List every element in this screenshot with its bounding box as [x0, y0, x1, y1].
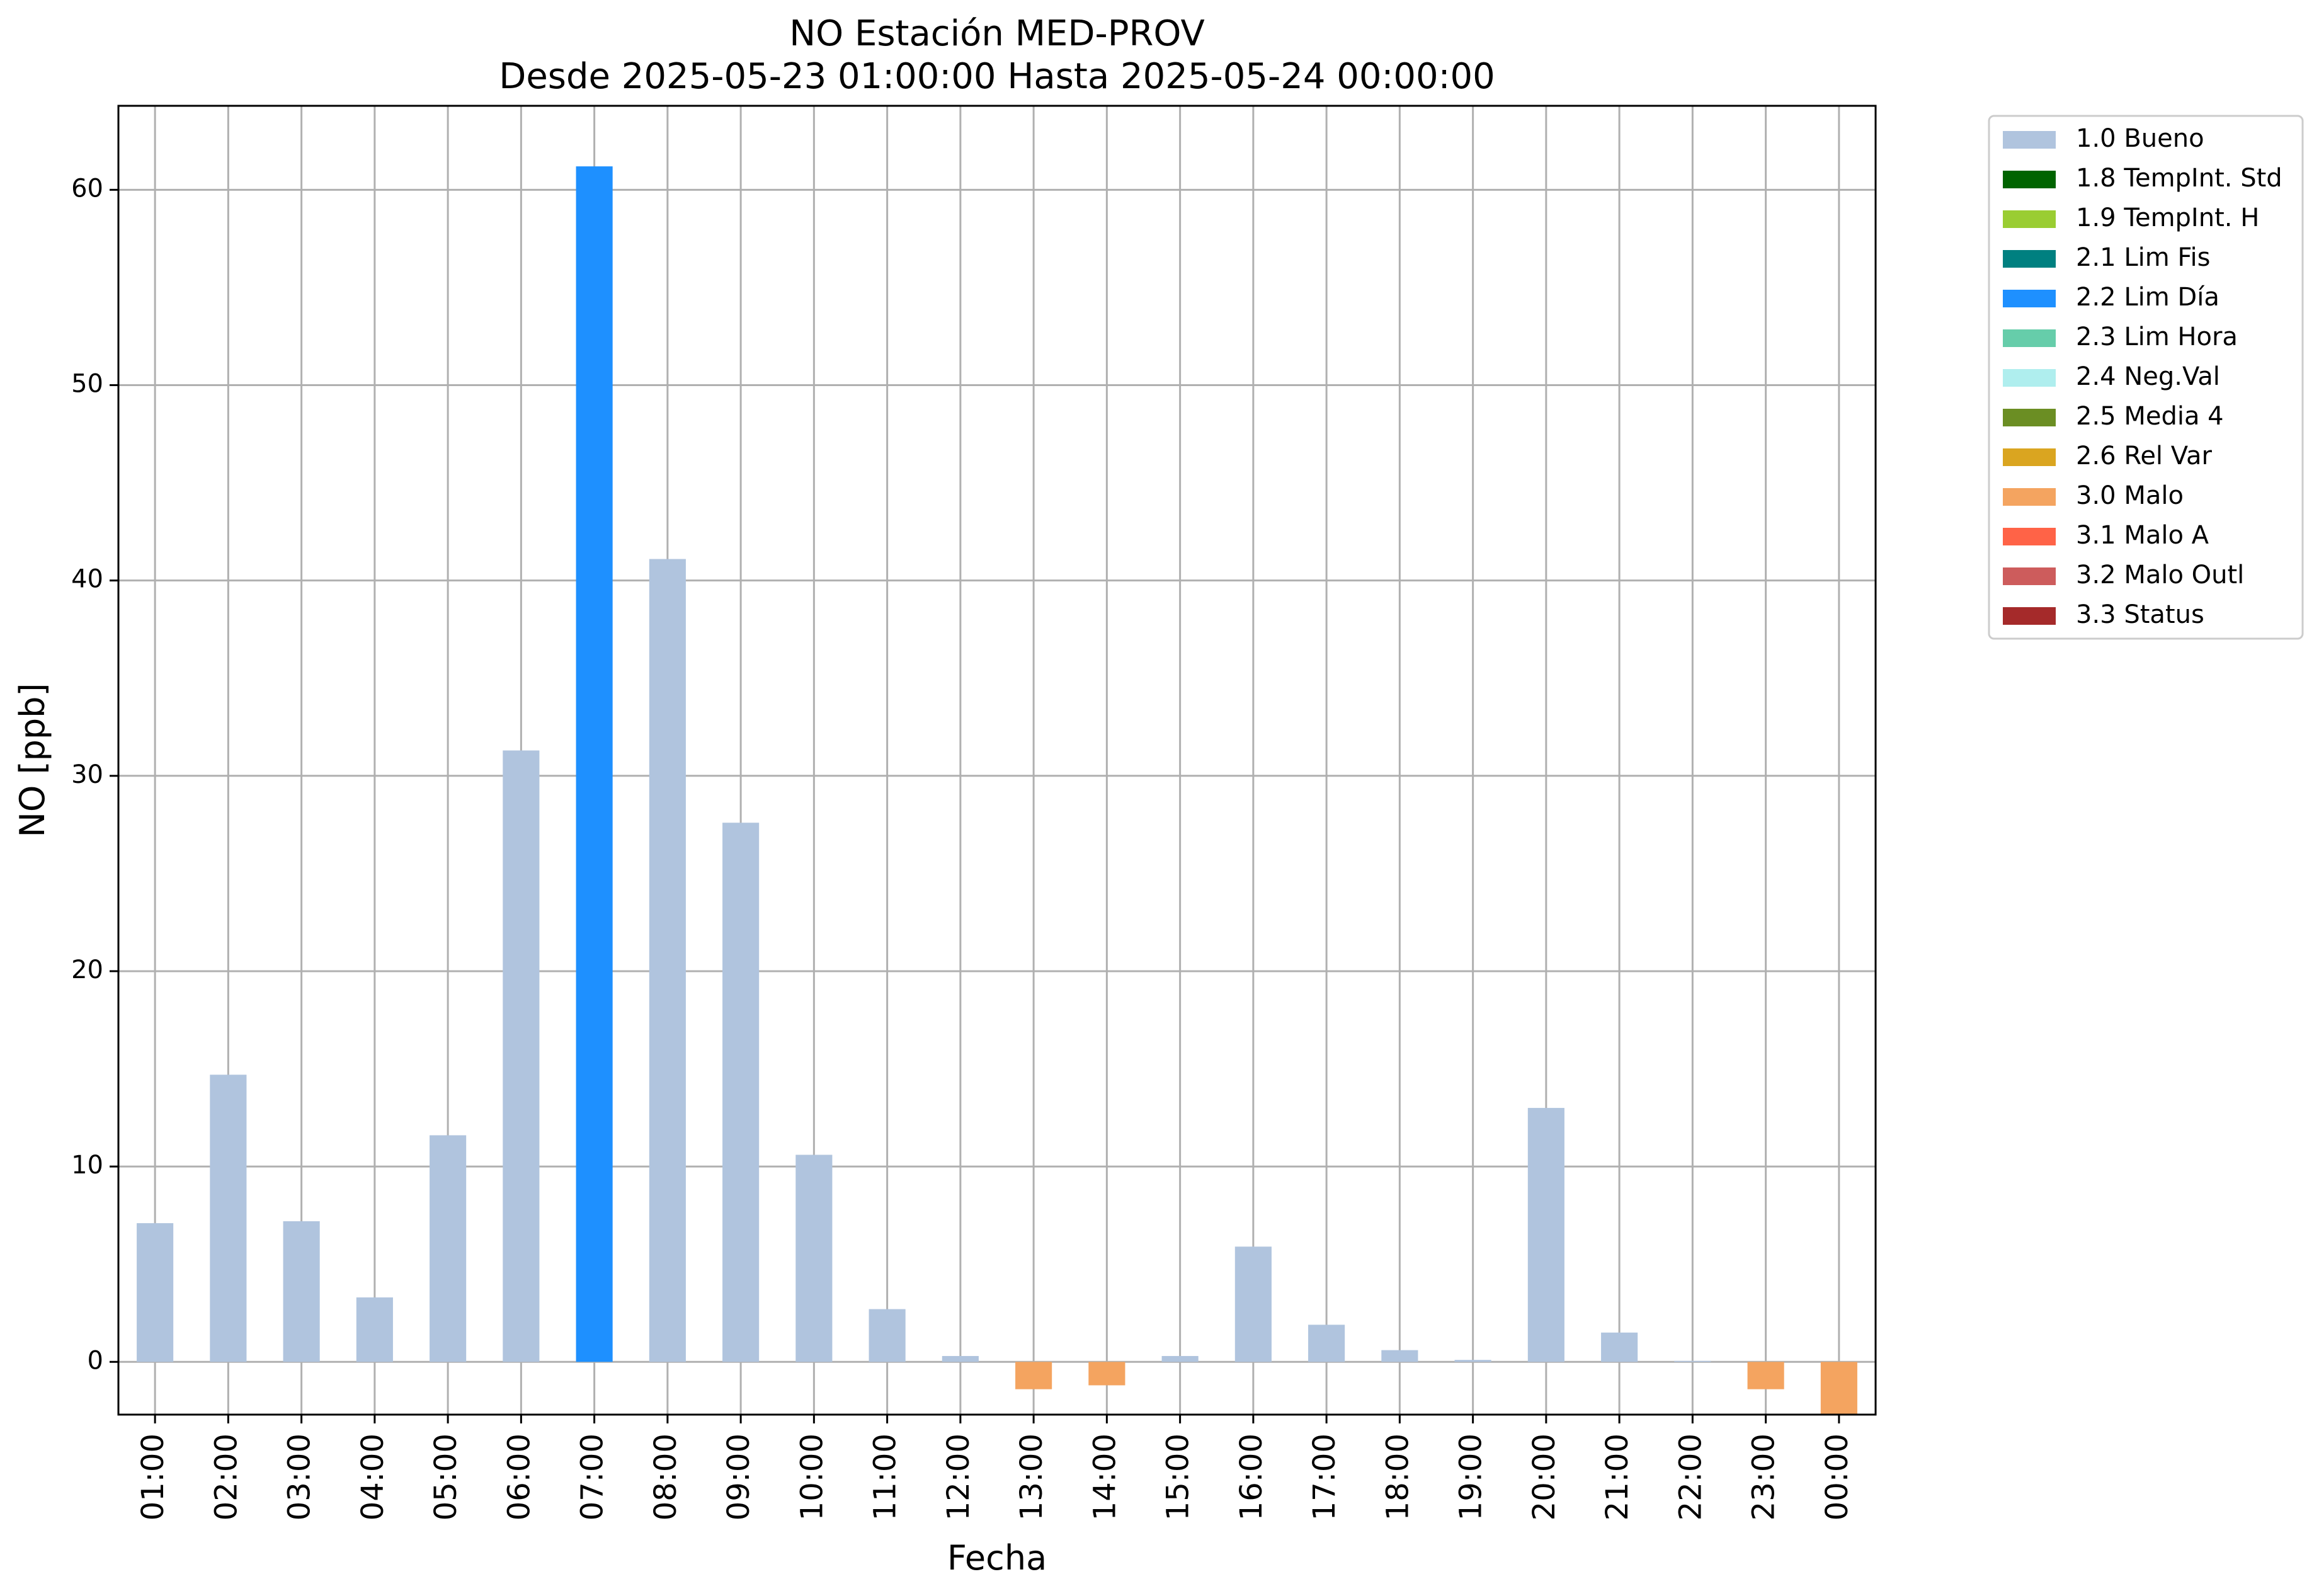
bar — [1674, 1360, 1711, 1362]
bar — [649, 559, 686, 1362]
legend-label: 2.1 Lim Fis — [2076, 243, 2210, 272]
bar — [1088, 1362, 1125, 1386]
bar — [1747, 1362, 1784, 1389]
plot-frame — [117, 105, 1877, 1416]
y-tick-label: 40 — [71, 565, 103, 594]
legend-label: 2.3 Lim Hora — [2076, 322, 2238, 351]
x-tick-label: 05:00 — [428, 1434, 464, 1520]
x-tick-label: 18:00 — [1380, 1434, 1415, 1520]
legend-swatch — [2003, 329, 2056, 347]
chart-title: NO Estación MED-PROV — [789, 13, 1205, 54]
y-axis-label: NO [ppb] — [13, 683, 52, 837]
y-tick-label: 10 — [71, 1151, 103, 1180]
x-axis-ticks: 01:00 02:00 03:00 04:00 05:00 06:00 07:00 08:00… — [135, 1415, 1855, 1520]
bar — [283, 1221, 320, 1362]
grid — [118, 106, 1876, 1415]
legend-swatch — [2003, 528, 2056, 545]
bar — [1454, 1360, 1491, 1362]
legend: 1.0 Bueno 1.8 TempInt. Std 1.9 TempInt. H 2… — [1988, 115, 2304, 640]
bars — [137, 166, 1857, 1415]
bar — [356, 1297, 393, 1362]
x-tick-label: 11:00 — [868, 1434, 903, 1520]
x-tick-label: 17:00 — [1307, 1434, 1342, 1520]
y-tick-label: 20 — [71, 955, 103, 984]
bar — [210, 1074, 247, 1362]
legend-label: 1.9 TempInt. H — [2076, 203, 2259, 232]
bar — [1527, 1108, 1564, 1362]
bar — [503, 750, 540, 1362]
legend-swatch — [2003, 448, 2056, 466]
legend-swatch — [2003, 210, 2056, 228]
legend-label: 2.2 Lim Día — [2076, 283, 2219, 312]
legend-frame — [1988, 115, 2304, 640]
x-tick-label: 07:00 — [575, 1434, 610, 1520]
y-tick-label: 30 — [71, 760, 103, 789]
legend-swatch — [2003, 409, 2056, 426]
legend-label: 3.3 Status — [2076, 600, 2204, 629]
legend-label: 3.2 Malo Outl — [2076, 561, 2244, 590]
bar — [869, 1309, 906, 1362]
bar — [1820, 1362, 1857, 1415]
x-tick-label: 06:00 — [501, 1434, 537, 1520]
x-tick-label: 19:00 — [1454, 1434, 1489, 1520]
y-tick-label: 0 — [88, 1346, 103, 1375]
x-tick-label: 13:00 — [1014, 1434, 1049, 1520]
x-tick-label: 08:00 — [648, 1434, 683, 1520]
legend-label: 1.0 Bueno — [2076, 124, 2204, 153]
x-tick-label: 12:00 — [941, 1434, 976, 1520]
legend-label: 1.8 TempInt. Std — [2076, 164, 2282, 193]
bar — [1015, 1362, 1052, 1389]
bar — [430, 1135, 467, 1362]
bar — [576, 166, 613, 1362]
bar — [137, 1223, 174, 1362]
legend-swatch — [2003, 171, 2056, 188]
x-tick-label: 00:00 — [1820, 1434, 1855, 1520]
bar — [1381, 1350, 1418, 1362]
x-tick-label: 14:00 — [1087, 1434, 1122, 1520]
legend-label: 2.5 Media 4 — [2076, 402, 2224, 431]
x-tick-label: 03:00 — [282, 1434, 317, 1520]
legend-swatch — [2003, 250, 2056, 268]
legend-label: 3.0 Malo — [2076, 481, 2184, 510]
x-tick-label: 21:00 — [1600, 1434, 1635, 1520]
x-tick-label: 22:00 — [1673, 1434, 1708, 1520]
legend-label: 2.6 Rel Var — [2076, 442, 2213, 470]
legend-swatch — [2003, 607, 2056, 625]
bar — [1308, 1325, 1345, 1362]
x-tick-label: 09:00 — [721, 1434, 756, 1520]
bar — [1234, 1246, 1272, 1362]
x-tick-label: 02:00 — [208, 1434, 244, 1520]
legend-swatch — [2003, 567, 2056, 585]
legend-swatch — [2003, 131, 2056, 149]
legend-label: 3.1 Malo A — [2076, 521, 2209, 550]
x-tick-label: 10:00 — [794, 1434, 829, 1520]
x-tick-label: 16:00 — [1234, 1434, 1269, 1520]
x-tick-label: 20:00 — [1527, 1434, 1562, 1520]
x-tick-label: 01:00 — [135, 1434, 171, 1520]
y-tick-label: 50 — [71, 370, 103, 399]
chart-subtitle: Desde 2025-05-23 01:00:00 Hasta 2025-05-… — [499, 56, 1495, 97]
bar — [795, 1154, 833, 1362]
x-tick-label: 04:00 — [355, 1434, 390, 1520]
legend-swatch — [2003, 369, 2056, 387]
bar — [942, 1355, 979, 1362]
bar — [1161, 1355, 1199, 1362]
bar — [722, 823, 760, 1362]
legend-swatch — [2003, 290, 2056, 307]
x-tick-label: 23:00 — [1746, 1434, 1782, 1520]
bar — [1601, 1332, 1638, 1362]
legend-label: 2.4 Neg.Val — [2076, 362, 2220, 391]
x-tick-label: 15:00 — [1161, 1434, 1196, 1520]
y-axis-ticks: 0 10 20 30 40 50 60 — [71, 174, 118, 1375]
x-axis-label: Fecha — [947, 1538, 1047, 1578]
y-tick-label: 60 — [71, 174, 103, 203]
legend-swatch — [2003, 488, 2056, 506]
